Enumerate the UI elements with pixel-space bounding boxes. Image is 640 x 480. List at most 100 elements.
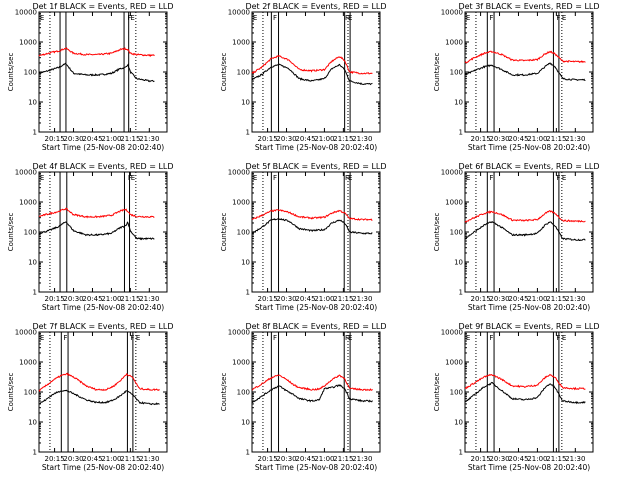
y-axis-label: Counts/sec [220, 53, 228, 92]
flag-label: E [562, 14, 566, 22]
flag-label: E [466, 334, 470, 342]
x-tick-label: 21:30 [139, 295, 159, 303]
y-tick-label: 10000 [228, 329, 250, 337]
flag-label: E [466, 174, 470, 182]
x-tick-label: 20:45 [82, 455, 102, 463]
y-tick-label: 10 [454, 259, 463, 267]
detector-panel: Det 2f BLACK = Events, RED = LLD 1 10 100 10… [220, 2, 387, 152]
y-tick-label: 10 [241, 259, 250, 267]
x-tick-label: 20:15 [44, 135, 64, 143]
detector-panel: Det 9f BLACK = Events, RED = LLD 1 10 100 10… [433, 322, 600, 472]
x-tick-label: 21:00 [314, 135, 334, 143]
flag-label: E [130, 14, 134, 22]
y-tick-label: 100 [450, 69, 463, 77]
events-series-line [251, 218, 373, 235]
y-tick-label: 100 [450, 389, 463, 397]
y-tick-label: 1000 [445, 39, 463, 47]
x-axis-label: Start Time (25-Nov-08 20:02:40) [255, 143, 377, 152]
x-tick-label: 20:30 [489, 455, 509, 463]
x-tick-label: 20:15 [257, 295, 277, 303]
y-tick-label: 10000 [228, 9, 250, 17]
y-tick-label: 1 [33, 449, 37, 457]
events-series-line [464, 381, 586, 405]
x-axis-label: Start Time (25-Nov-08 20:02:40) [42, 303, 164, 312]
y-axis-label: Counts/sec [7, 53, 15, 92]
plot-frame [464, 171, 594, 293]
events-series-line [38, 389, 160, 406]
x-tick-label: 20:30 [489, 135, 509, 143]
y-tick-label: 10000 [15, 9, 37, 17]
x-axis-label: Start Time (25-Nov-08 20:02:40) [468, 303, 590, 312]
x-tick-label: 21:30 [352, 295, 372, 303]
x-tick-label: 20:15 [470, 295, 490, 303]
y-tick-label: 10 [28, 259, 37, 267]
x-tick-label: 20:15 [44, 295, 64, 303]
panel-title: Det 3f BLACK = Events, RED = LLD [458, 2, 599, 11]
x-tick-label: 21:15 [120, 455, 140, 463]
flag-label: F [345, 14, 349, 22]
x-tick-label: 20:15 [470, 135, 490, 143]
panel-title: Det 6f BLACK = Events, RED = LLD [458, 162, 599, 171]
lld-series-line [38, 372, 160, 392]
y-tick-label: 1000 [232, 199, 250, 207]
flag-label: F [345, 334, 349, 342]
flag-label: F [556, 14, 560, 22]
events-series-line [251, 63, 373, 86]
flag-label: E [562, 334, 566, 342]
x-tick-label: 21:15 [546, 295, 566, 303]
flag-label: E [40, 174, 44, 182]
detector-panel: Det 5f BLACK = Events, RED = LLD 1 10 100 10… [220, 162, 387, 312]
x-tick-label: 21:00 [314, 455, 334, 463]
y-tick-label: 1 [459, 129, 463, 137]
x-tick-label: 21:15 [120, 135, 140, 143]
lld-series-line [38, 207, 155, 219]
y-tick-label: 1000 [19, 39, 37, 47]
y-tick-label: 1000 [232, 359, 250, 367]
x-axis-label: Start Time (25-Nov-08 20:02:40) [255, 303, 377, 312]
x-axis-label: Start Time (25-Nov-08 20:02:40) [42, 463, 164, 472]
x-axis-label: Start Time (25-Nov-08 20:02:40) [468, 143, 590, 152]
events-series-line [464, 62, 586, 82]
y-axis-label: Counts/sec [220, 213, 228, 252]
x-axis-label: Start Time (25-Nov-08 20:02:40) [468, 463, 590, 472]
y-tick-label: 1000 [445, 199, 463, 207]
flag-label: E [40, 334, 44, 342]
y-tick-label: 10000 [15, 169, 37, 177]
y-tick-label: 1 [246, 289, 250, 297]
y-axis-label: Counts/sec [433, 53, 441, 92]
x-tick-label: 21:30 [565, 455, 585, 463]
y-tick-label: 10 [28, 419, 37, 427]
x-tick-label: 20:15 [470, 455, 490, 463]
plot-frame [464, 331, 594, 453]
lld-series-line [464, 373, 586, 391]
flag-label: E [253, 174, 257, 182]
panel-title: Det 1f BLACK = Events, RED = LLD [32, 2, 173, 11]
lld-series-line [251, 54, 373, 75]
flag-label: F [63, 334, 67, 342]
flag-label: F [273, 334, 277, 342]
y-tick-label: 1 [33, 129, 37, 137]
x-tick-label: 20:45 [82, 295, 102, 303]
y-tick-label: 1 [459, 289, 463, 297]
x-tick-label: 20:30 [489, 295, 509, 303]
y-tick-label: 100 [450, 229, 463, 237]
x-tick-label: 20:45 [295, 455, 315, 463]
events-series-line [38, 62, 155, 83]
lld-series-line [464, 50, 586, 64]
y-tick-label: 10 [241, 419, 250, 427]
x-tick-label: 20:45 [508, 295, 528, 303]
flag-label: E [466, 14, 470, 22]
flag-label: F [489, 174, 493, 182]
x-tick-label: 21:30 [565, 135, 585, 143]
detector-panel: Det 1f BLACK = Events, RED = LLD 1 10 100 10… [7, 2, 174, 152]
flag-label: F [273, 174, 277, 182]
x-tick-label: 21:00 [527, 455, 547, 463]
flag-label: F [556, 174, 560, 182]
y-tick-label: 10 [454, 419, 463, 427]
y-tick-label: 1000 [19, 199, 37, 207]
x-tick-label: 21:15 [333, 295, 353, 303]
x-tick-label: 21:00 [101, 295, 121, 303]
plot-frame [38, 171, 168, 293]
x-tick-label: 21:15 [546, 455, 566, 463]
